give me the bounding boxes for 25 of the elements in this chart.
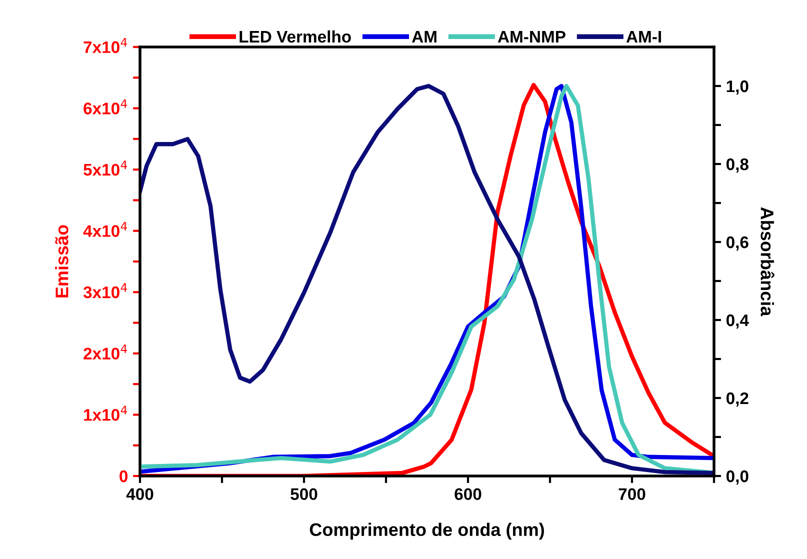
y-tick-label: 2x10$^{4}$: [84, 344, 128, 360]
y-tick-label: 5x10$^{4}$: [84, 160, 128, 176]
y2-tick-label: 1,0: [726, 80, 748, 95]
y-tick-label: 6x10$^{4}$: [84, 99, 128, 114]
x-tick-label: 500: [290, 488, 318, 500]
y-tick-label: 0: [120, 470, 128, 482]
legend-label: AM-NMP: [498, 31, 566, 42]
y2-tick-label: 0,2: [726, 392, 748, 407]
y-tick-label: 7x10$^{4}$: [84, 38, 128, 54]
y2-tick-label: 0,6: [726, 236, 748, 251]
x-axis-title: Comprimento de onda (nm): [310, 522, 544, 540]
legend-label: LED Vermelho: [240, 30, 351, 43]
y-tick-label: 3x10$^{4}$: [83, 283, 128, 298]
y2-axis-title: Absorbância: [760, 207, 774, 316]
y2-tick-label: 0,0: [726, 470, 748, 485]
y-tick-label: 1x10$^{4}$: [84, 406, 128, 421]
x-tick-label: 700: [618, 488, 646, 500]
y-axis-title: Emissão: [55, 225, 68, 298]
y-tick-label: 4x10$^{4}$: [83, 222, 128, 237]
legend-label: AM: [412, 31, 436, 42]
y2-tick-label: 0,4: [726, 314, 749, 329]
legend-label: AM-I: [626, 31, 661, 42]
x-tick-label: 600: [454, 488, 482, 500]
y2-tick-label: 0,8: [726, 158, 748, 173]
x-tick-label: 400: [126, 488, 154, 500]
